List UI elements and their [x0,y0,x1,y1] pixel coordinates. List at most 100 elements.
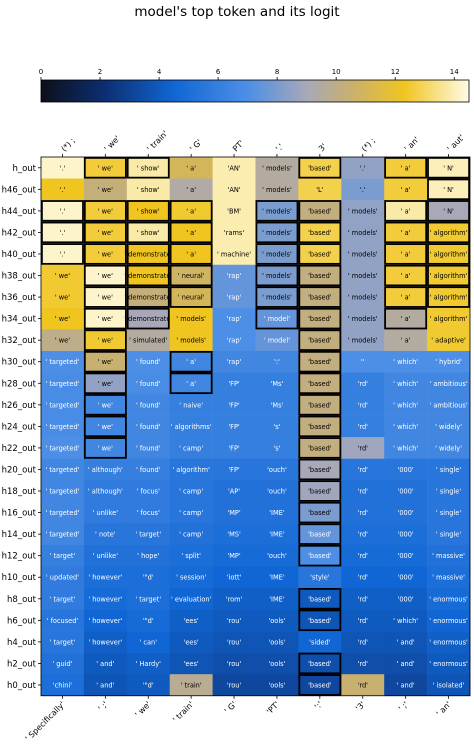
cell-token-label: ' ambitious' [429,401,467,409]
heatmap-cell [126,221,170,244]
cell-token-label: ' models' [262,186,292,194]
highlight-box [298,523,342,545]
heatmap-cell [83,329,128,352]
heatmap-cell [212,674,256,697]
heatmap-cell [384,631,428,653]
row-label: h46_out [2,185,37,195]
cell-token-label: 'IME' [269,509,285,517]
highlight-box [169,264,213,287]
highlight-box [298,415,342,438]
cell-token-label: ' demonstrate' [124,250,172,258]
cell-token-label: '000' [398,574,414,582]
cell-token-label: ' targeted' [45,531,79,539]
heatmap-cell [341,609,385,632]
colorbar-tick-label: 4 [157,68,162,76]
heatmap-cell [255,372,299,395]
cell-token-label: '000' [398,531,414,539]
colorbar-tick-label: 12 [391,68,400,76]
heatmap-cell [384,286,428,309]
heatmap-cell [83,501,128,524]
heatmap-cell [169,307,213,330]
heatmap-cell [126,178,170,201]
top-axis-label: ' train' [145,129,169,153]
cell-token-label: ' and' [397,638,415,646]
cell-token-label: ' and' [397,660,415,668]
cell-token-label: '000' [398,552,414,560]
heatmap-cell [212,437,256,459]
row-label: h26_out [2,401,37,411]
cell-token-label: ' widely' [435,444,462,452]
cell-token-label: 'ees' [184,660,199,668]
heatmap-cell [384,501,428,524]
cell-token-label: ' models' [262,164,292,172]
heatmap-cell [41,307,85,330]
cell-token-label: 'based' [308,423,332,431]
heatmap-cell [212,307,256,330]
cell-token-label: 'based' [308,509,332,517]
heatmap-cell [41,372,85,395]
cell-token-label: 'rd' [358,401,369,409]
heatmap-cell [126,264,170,287]
cell-token-label: ' however' [88,595,122,603]
cell-token-label: ' a' [401,207,411,215]
highlight-box [83,394,127,416]
cell-token-label: 'based' [308,660,332,668]
heatmap-cell [169,566,213,589]
heatmap-cell [212,458,256,481]
heatmap-cell [212,480,256,503]
heatmap-cell [255,157,299,179]
highlight-box [427,243,470,265]
cell-token-label: ' we' [98,380,113,388]
heatmap-cell [169,221,213,244]
heatmap-cell [83,372,128,395]
row-label: h32_out [2,336,37,346]
heatmap-cell [83,178,128,201]
highlight-box [126,286,170,308]
heatmap-cell [427,609,471,632]
cell-token-label: 'rap' [227,272,242,280]
heatmap-cell [169,243,213,266]
cell-token-label: 'chini' [53,681,72,689]
heatmap-cell [255,609,299,632]
cell-token-label: ' a' [401,229,411,237]
heatmap-cell [41,243,85,266]
cell-token-label: ' a' [186,229,196,237]
row-label: h44_out [2,207,37,217]
cell-token-label: 'rap' [227,358,242,366]
heatmap-cell [169,674,213,697]
heatmap-cell [298,329,342,352]
heatmap-cell [41,652,85,675]
highlight-box [298,156,342,179]
heatmap-cell [169,264,213,287]
highlight-box [126,264,170,287]
highlight-box [169,286,213,308]
heatmap-cell [83,652,128,675]
heatmap-cell [169,437,213,459]
cell-token-label: ' which' [393,423,418,431]
heatmap-cell [83,350,128,373]
heatmap-cell [169,157,213,179]
cell-token-label: ' we' [55,337,70,345]
highlight-box [83,243,127,265]
heatmap-cell [169,480,213,503]
cell-token-label: ' models' [348,337,378,345]
heatmap-cell [427,523,471,546]
heatmap-cell [126,415,170,438]
row-label: h8_out [7,595,37,605]
cell-token-label: ' massive' [432,574,465,582]
cell-token-label: ' guid' [52,660,72,668]
highlight-box [427,156,470,179]
highlight-box [255,307,299,330]
cell-token-label: ':' [274,358,280,366]
heatmap-cell [212,631,256,653]
heatmap-cell [427,415,471,438]
heatmap-cell [83,544,128,567]
cell-token-label: ' focused' [47,617,79,625]
cell-token-label: 'ouch' [267,552,287,560]
cell-token-label: ' a' [401,294,411,302]
heatmap-cell [341,157,385,179]
colorbar-tick-label: 0 [39,68,43,76]
heatmap-cell [427,458,471,481]
cell-token-label: ' although' [88,466,123,474]
